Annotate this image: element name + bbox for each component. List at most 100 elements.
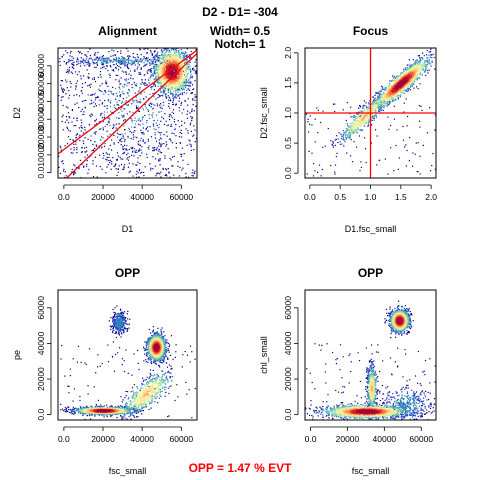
scatter-point (398, 169, 399, 170)
scatter-point (143, 66, 144, 67)
scatter-point (182, 89, 183, 90)
scatter-point (70, 52, 71, 53)
scatter-point (171, 124, 172, 125)
scatter-point (181, 169, 182, 170)
scatter-point (70, 148, 71, 149)
scatter-point (147, 71, 148, 72)
scatter-point (112, 62, 113, 63)
scatter-point (64, 61, 65, 62)
scatter-point (121, 158, 122, 159)
scatter-point (193, 149, 194, 150)
scatter-point (142, 82, 143, 83)
scatter-point (78, 63, 79, 64)
scatter-point (417, 64, 418, 65)
scatter-point (154, 56, 155, 57)
scatter-point (391, 80, 392, 81)
scatter-point (176, 104, 177, 105)
scatter-point (344, 141, 345, 142)
scatter-point (441, 52, 442, 53)
scatter-point (432, 61, 433, 62)
scatter-point (340, 134, 341, 135)
scatter-point (368, 118, 369, 119)
scatter-point (134, 82, 135, 83)
scatter-point (141, 67, 142, 68)
scatter-point (166, 131, 167, 132)
scatter-point (167, 88, 168, 89)
scatter-point (149, 105, 150, 106)
scatter-point (164, 68, 165, 69)
scatter-point (364, 137, 365, 138)
scatter-point (347, 130, 348, 131)
scatter-point (431, 55, 432, 56)
scatter-point (311, 124, 312, 125)
scatter-point (171, 126, 172, 127)
scatter-point (138, 120, 139, 121)
scatter-point (155, 134, 156, 135)
scatter-point (94, 79, 95, 80)
scatter-point (155, 138, 156, 139)
scatter-point (125, 61, 126, 62)
scatter-point (81, 53, 82, 54)
scatter-point (358, 128, 359, 129)
scatter-point (137, 157, 138, 158)
scatter-point (88, 51, 89, 52)
scatter-point (104, 146, 105, 147)
scatter-point (94, 67, 95, 68)
scatter-point (105, 68, 106, 69)
scatter-point (147, 130, 148, 131)
scatter-point (118, 156, 119, 157)
scatter-point (241, 59, 242, 60)
scatter-point (204, 123, 205, 124)
scatter-point (169, 108, 170, 109)
scatter-point (192, 170, 193, 171)
scatter-point (160, 86, 161, 87)
scatter-point (123, 71, 124, 72)
scatter-point (151, 61, 152, 62)
scatter-point (136, 171, 137, 172)
scatter-point (172, 165, 173, 166)
scatter-point (126, 158, 127, 159)
scatter-point (308, 119, 309, 120)
scatter-point (88, 60, 89, 61)
y-tick-label: 60000 (36, 54, 46, 78)
scatter-point (193, 175, 194, 176)
scatter-point (143, 109, 144, 110)
scatter-point (134, 60, 135, 61)
scatter-point (128, 79, 129, 80)
scatter-point (111, 163, 112, 164)
scatter-point (143, 127, 144, 128)
scatter-point (191, 110, 192, 111)
scatter-point (76, 94, 77, 95)
scatter-point (113, 93, 114, 94)
scatter-point (105, 92, 106, 93)
scatter-point (151, 106, 152, 107)
scatter-point (432, 153, 433, 154)
scatter-point (76, 135, 77, 136)
scatter-point (233, 109, 234, 110)
scatter-point (359, 130, 360, 131)
scatter-point (96, 58, 97, 59)
scatter-point (96, 67, 97, 68)
scatter-point (161, 50, 162, 51)
scatter-point (330, 140, 331, 141)
scatter-point (160, 80, 161, 81)
scatter-point (180, 85, 181, 86)
scatter-point (107, 131, 108, 132)
scatter-point (48, 86, 49, 87)
scatter-point (96, 105, 97, 106)
scatter-point (181, 125, 182, 126)
scatter-point (102, 169, 103, 170)
scatter-point (155, 74, 156, 75)
scatter-point (139, 64, 140, 65)
scatter-point (140, 145, 141, 146)
scatter-point (388, 129, 389, 130)
scatter-point (406, 98, 407, 99)
x-tick-label: 20000 (91, 192, 115, 202)
scatter-point (137, 143, 138, 144)
scatter-point (81, 127, 82, 128)
scatter-point (172, 45, 173, 46)
scatter-point (356, 124, 357, 125)
scatter-point (116, 75, 117, 76)
scatter-point (78, 61, 79, 62)
x-tick-label: 0.0 (58, 192, 70, 202)
